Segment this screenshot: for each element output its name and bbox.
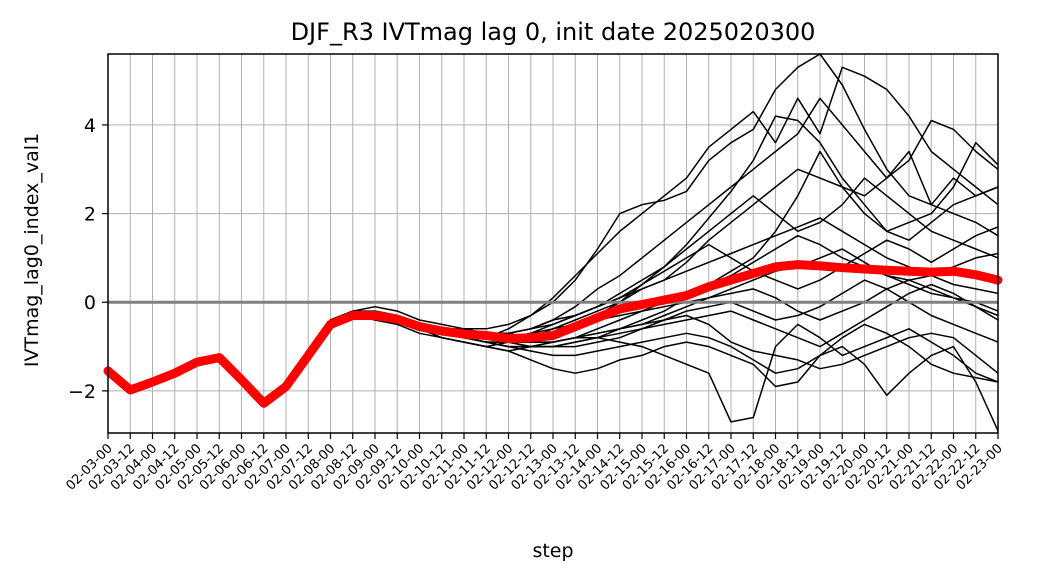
y-tick-label: 0 [84,292,96,314]
grid [107,54,999,433]
chart-labels: DJF_R3 IVTmag lag 0, init date 202502030… [21,18,815,562]
y-tick-label: 2 [84,204,96,226]
y-tick-label: 4 [84,115,96,137]
y-axis-label: IVTmag_lag0_index_val1 [21,133,43,367]
ensemble-mean-line [103,260,1003,408]
chart-title: DJF_R3 IVTmag lag 0, init date 202502030… [291,18,816,46]
x-axis-label: step [532,540,573,562]
y-tick-label: −2 [68,381,96,403]
mean-line-layer [103,260,1003,408]
